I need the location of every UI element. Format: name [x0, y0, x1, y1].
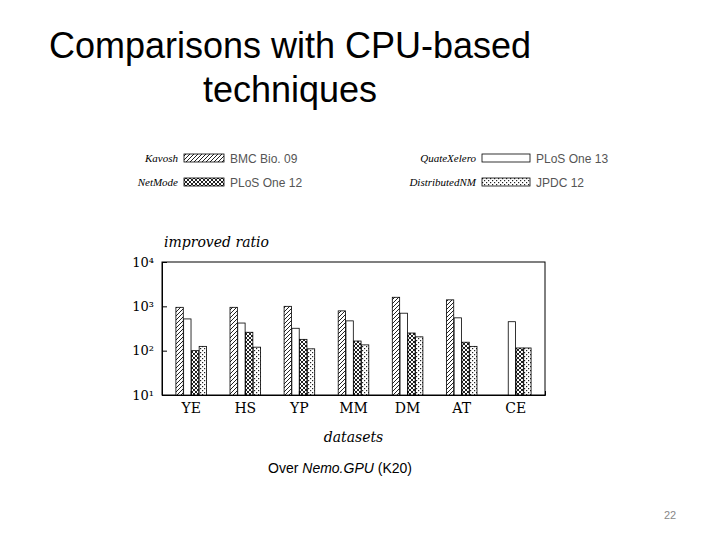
x-tick-mark [353, 391, 354, 395]
legend-swatch [482, 154, 530, 162]
x-axis-title: datasets [324, 429, 384, 445]
caption-part: Over [268, 460, 302, 476]
x-tick-label: YP [289, 400, 309, 416]
x-tick-label: AT [451, 400, 471, 416]
y-tick: 10¹ [132, 388, 167, 403]
legend-citation: JPDC 12 [536, 176, 584, 190]
y-tick: 10² [132, 343, 167, 358]
legend-item: NetMode PLoS One 12 [137, 176, 303, 190]
y-tick-mark [162, 262, 167, 263]
bar [416, 337, 423, 395]
legend-label: Kavosh [144, 152, 179, 164]
bar [230, 307, 237, 395]
legend-item: DistributedNM JPDC 12 [408, 176, 584, 190]
y-axis: 10¹ 10² 10³ 10⁴ [132, 255, 167, 403]
bar [284, 306, 291, 395]
bar [400, 313, 407, 395]
caption: Over Nemo.GPU (K20) [268, 460, 412, 476]
bars [176, 297, 531, 395]
x-tick: CE [505, 391, 526, 416]
x-tick-label: MM [339, 400, 368, 416]
x-tick-mark [245, 391, 246, 395]
y-tick-label: 10¹ [132, 388, 154, 403]
y-tick-mark [162, 306, 167, 307]
y-tick-label: 10³ [132, 299, 154, 314]
x-tick-mark [191, 391, 192, 395]
legend-swatch [482, 178, 530, 186]
bar [253, 347, 260, 395]
legend-swatch [184, 154, 224, 162]
y-tick-label: 10⁴ [132, 255, 154, 270]
x-tick: DM [395, 391, 421, 416]
y-tick: 10⁴ [132, 255, 167, 270]
x-tick: AT [451, 391, 471, 416]
x-tick-mark [515, 391, 516, 395]
y-axis-line [163, 263, 168, 396]
x-tick-label: YE [180, 400, 200, 416]
legend-label: QuateXelero [420, 152, 476, 164]
bar [508, 322, 515, 395]
legend-swatch [184, 178, 224, 186]
bar [191, 351, 198, 395]
x-tick: HS [234, 391, 256, 416]
legend-item: QuateXelero PLoS One 13 [420, 152, 608, 166]
x-tick-label: HS [234, 400, 256, 416]
bar [524, 348, 531, 395]
slide: Comparisons with CPU-basedtechniques Kavo… [0, 0, 720, 540]
bar [408, 333, 415, 395]
bar [446, 300, 453, 395]
bar [199, 346, 206, 395]
x-tick: MM [339, 391, 368, 416]
bar [176, 307, 183, 395]
legend-citation: PLoS One 13 [536, 152, 608, 166]
bar [354, 341, 361, 395]
x-axis-line [163, 391, 546, 396]
bar [238, 323, 245, 395]
legend-citation: BMC Bio. 09 [230, 152, 298, 166]
x-axis: YE HS YP MM DM AT CE [163, 391, 546, 416]
y-tick-mark [162, 351, 167, 352]
bar [516, 348, 523, 395]
x-tick-label: CE [505, 400, 526, 416]
legend-label: NetMode [137, 176, 178, 188]
bar [346, 321, 353, 395]
bar [307, 349, 314, 395]
slide-title: Comparisons with CPU-based [49, 25, 531, 66]
x-tick: YP [289, 391, 309, 416]
bar [338, 311, 345, 395]
bar [184, 319, 191, 395]
x-tick-mark [299, 391, 300, 395]
bar [462, 342, 469, 395]
bar [246, 332, 253, 395]
x-tick: YE [180, 391, 200, 416]
bar [292, 328, 299, 395]
legend-label: DistributedNM [408, 176, 476, 188]
slide-title: techniques [203, 69, 377, 110]
legend-item: Kavosh BMC Bio. 09 [144, 152, 298, 166]
y-tick: 10³ [132, 299, 167, 314]
bar [300, 339, 307, 395]
x-tick-mark [407, 391, 408, 395]
bar [470, 346, 477, 395]
legend-citation: PLoS One 12 [230, 176, 302, 190]
caption-part: Nemo.GPU [302, 460, 374, 476]
bar [392, 297, 399, 395]
plot-frame [162, 262, 545, 395]
caption-part: (K20) [374, 460, 412, 476]
y-axis-title: improved ratio [164, 234, 269, 250]
x-tick-mark [461, 391, 462, 395]
bar [454, 318, 461, 395]
page-number: 22 [664, 509, 676, 521]
bar [361, 345, 368, 395]
x-tick-label: DM [395, 400, 421, 416]
y-tick-label: 10² [132, 343, 154, 358]
